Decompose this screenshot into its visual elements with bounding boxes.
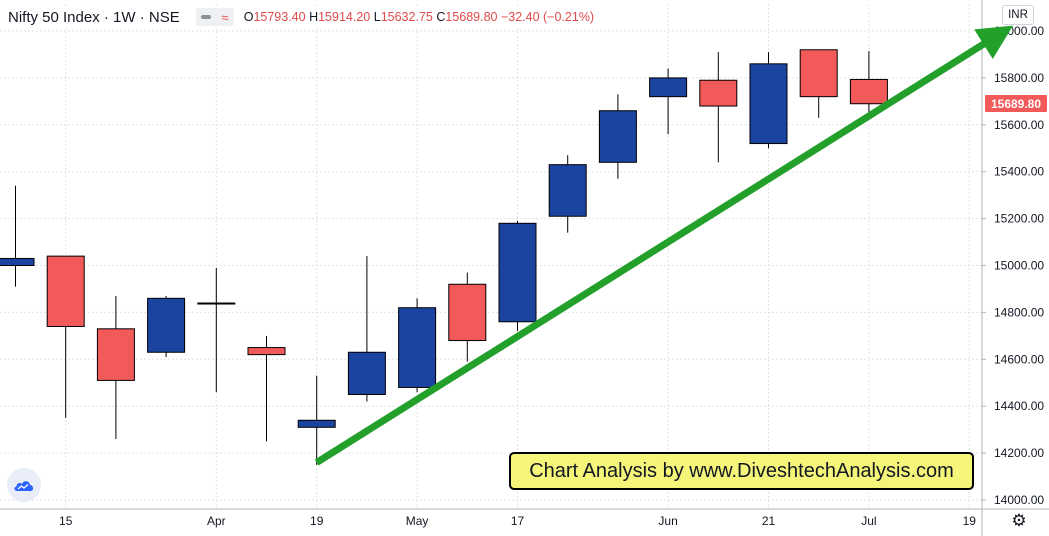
y-tick-label: 14000.00 <box>994 493 1044 507</box>
y-tick-label: 15600.00 <box>994 118 1044 132</box>
cloud-glyph <box>14 481 34 491</box>
high-value: 15914.20 <box>318 10 371 24</box>
candle <box>649 68 688 135</box>
x-tick-label: May <box>406 514 429 528</box>
candle <box>398 298 437 393</box>
last-price-label: 15689.80 <box>985 95 1047 112</box>
x-tick-label: Jul <box>861 514 876 528</box>
candle <box>297 375 336 465</box>
change-value: −32.40 (−0.21%) <box>500 10 595 24</box>
x-tick-label: 17 <box>511 514 525 528</box>
x-tick-label: Apr <box>207 514 226 528</box>
candle <box>699 52 738 163</box>
x-tick-label: 21 <box>762 514 776 528</box>
candle-body <box>46 255 85 327</box>
candle-body <box>598 110 637 163</box>
candle <box>147 295 186 357</box>
candle-body <box>498 222 537 323</box>
candle <box>96 295 135 440</box>
chart-header: Nifty 50 Index · 1W · NSE ≈ O15793.40 H1… <box>8 6 601 28</box>
y-tick-label: 15000.00 <box>994 259 1044 273</box>
candle <box>448 272 487 362</box>
candle-body <box>649 77 688 98</box>
candle <box>598 94 637 179</box>
candles <box>0 49 888 465</box>
candle-body <box>849 78 888 105</box>
gear-icon[interactable]: ⚙ <box>1011 511 1027 530</box>
high-label: H <box>309 10 319 24</box>
y-tick-label: 16000.00 <box>994 24 1044 38</box>
wave-icon: ≈ <box>221 9 229 25</box>
candle <box>347 256 386 402</box>
candle-body <box>197 302 236 305</box>
watermark-banner: Chart Analysis by www.DiveshtechAnalysis… <box>509 452 974 490</box>
price-axis[interactable]: 14000.00 14200.00 14400.00 14600.00 14800.00… <box>982 24 1044 507</box>
candle-body <box>96 328 135 381</box>
y-tick-label: 15200.00 <box>994 212 1044 226</box>
candle-body <box>297 419 336 428</box>
trend-arrow <box>314 25 1014 466</box>
candle <box>197 267 236 393</box>
low-label: L <box>373 10 381 24</box>
candle-body <box>749 63 788 145</box>
time-axis[interactable]: 15 Apr 19 May 17 Jun 21 Jul 19 <box>59 514 976 528</box>
x-tick-label: 19 <box>310 514 324 528</box>
y-tick-label: 14600.00 <box>994 352 1044 366</box>
candle <box>46 255 85 418</box>
close-value: 15689.80 <box>445 10 498 24</box>
candle <box>548 155 587 233</box>
candle-body <box>398 307 437 388</box>
open-value: 15793.40 <box>253 10 306 24</box>
candle-body <box>799 49 838 98</box>
candle <box>849 51 888 118</box>
y-tick-label: 14800.00 <box>994 305 1044 319</box>
candle-body <box>0 257 35 266</box>
candle-body <box>347 351 386 395</box>
currency-selector[interactable]: INR <box>1002 5 1034 25</box>
low-value: 15632.75 <box>380 10 433 24</box>
eye-dot <box>200 15 211 19</box>
candle-body <box>247 347 286 356</box>
candle-body <box>548 164 587 217</box>
eye-icon[interactable]: ≈ <box>195 8 234 26</box>
candle <box>799 49 838 118</box>
y-tick-label: 15800.00 <box>994 71 1044 85</box>
symbol-title[interactable]: Nifty 50 Index · 1W · NSE <box>8 8 180 26</box>
candle <box>0 185 35 287</box>
candle-body <box>147 297 186 353</box>
ohlc-readout: O15793.40 H15914.20 L15632.75 C15689.80 … <box>244 10 594 24</box>
candle-body <box>699 79 738 107</box>
tradingview-cloud-icon[interactable] <box>7 468 41 502</box>
candle <box>749 52 788 149</box>
open-label: O <box>243 10 254 24</box>
candle <box>247 335 286 442</box>
y-tick-label: 14200.00 <box>994 446 1044 460</box>
x-tick-label: Jun <box>658 514 677 528</box>
close-label: C <box>436 10 446 24</box>
candle-body <box>448 283 487 342</box>
x-tick-label: 15 <box>59 514 73 528</box>
y-tick-label: 15400.00 <box>994 165 1044 179</box>
y-tick-label: 14400.00 <box>994 399 1044 413</box>
candle <box>498 220 537 332</box>
x-tick-label: 19 <box>963 514 977 528</box>
